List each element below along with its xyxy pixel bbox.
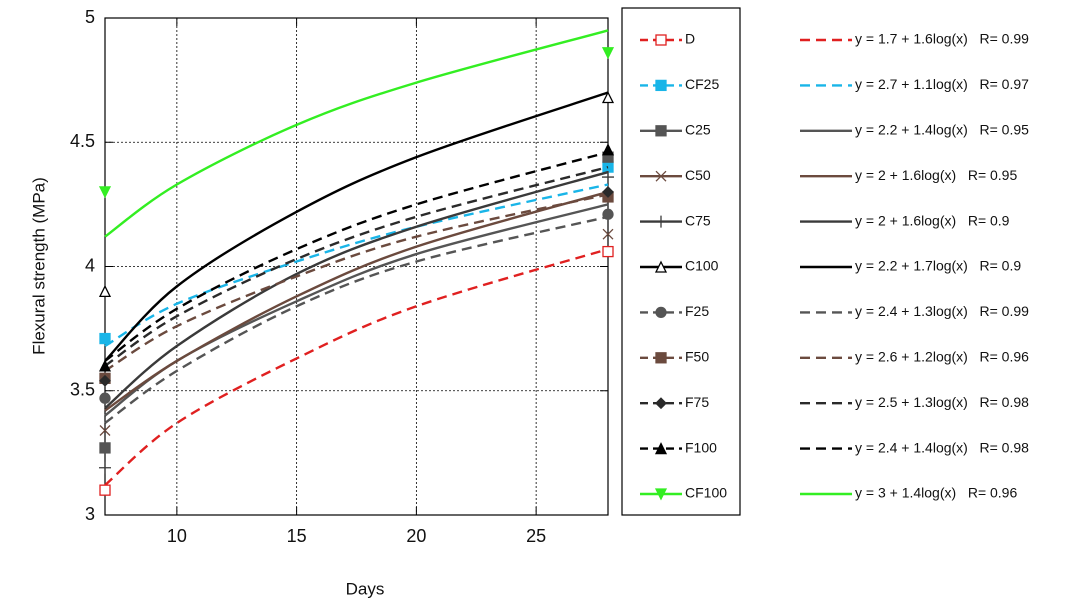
x-tick-label: 15 [287,526,307,546]
fit-line [104,190,609,412]
fit-line [104,193,609,372]
marker [655,397,667,410]
marker [654,442,668,455]
marker [654,488,668,501]
y-tick-label: 4 [85,255,95,275]
fit-equation: y = 2.5 + 1.3log(x) R= 0.98 [855,394,1029,410]
marker [99,442,111,454]
legend-label: C50 [685,167,711,183]
marker [99,392,111,404]
fit-line [104,170,609,410]
marker [655,306,667,319]
legend-label: D [685,31,695,47]
legend-label: F25 [685,303,709,319]
fit-line [104,151,609,362]
marker [98,186,112,199]
legend-box [621,7,741,516]
marker [99,484,111,496]
marker [602,245,614,258]
marker [655,352,667,364]
legend-label: F100 [685,439,717,455]
x-tick-label: 25 [526,526,546,546]
legend-label: C25 [685,122,711,138]
marker [655,125,667,137]
marker [601,143,615,156]
marker [99,425,111,436]
marker [98,284,112,297]
legend-label: C100 [685,258,719,274]
marker [601,47,615,60]
marker [602,186,614,198]
plot-frame [104,17,609,516]
y-tick-label: 4.5 [70,131,95,151]
y-tick-label: 3.5 [70,380,95,400]
fit-line [104,247,609,487]
marker [99,332,111,345]
fit-equation: y = 3 + 1.4log(x) R= 0.96 [855,485,1017,501]
marker [655,79,667,92]
fit-equation: y = 2 + 1.6log(x) R= 0.9 [855,212,1010,228]
legend-label: C75 [685,212,711,228]
legend-label: CF100 [685,485,727,501]
x-axis-title: Days [346,579,385,598]
fit-line [104,91,609,362]
fit-equation: y = 2.2 + 1.4log(x) R= 0.95 [855,122,1029,138]
y-axis-title: Flexural strength (MPa) [29,177,48,355]
fit-line [104,203,609,417]
x-tick-label: 20 [406,526,426,546]
marker [99,374,111,387]
marker [99,461,111,474]
fit-equation: y = 2.4 + 1.4log(x) R= 0.98 [855,439,1029,455]
y-tick-label: 3 [85,504,95,524]
fit-equation: y = 1.7 + 1.6log(x) R= 0.99 [855,31,1029,47]
marker [655,34,667,46]
legend-label: CF25 [685,76,719,92]
fit-line [104,215,609,425]
fit-equation: y = 2.4 + 1.3log(x) R= 0.99 [855,303,1029,319]
marker [602,228,614,240]
fit-line [104,29,609,238]
legend-label: F75 [685,394,709,410]
marker [601,91,615,104]
marker [655,170,667,182]
marker [654,260,668,273]
marker [98,359,112,372]
marker [602,208,614,220]
y-tick-label: 5 [85,7,95,27]
fit-equation: y = 2.6 + 1.2log(x) R= 0.96 [855,349,1029,365]
marker [655,215,667,228]
x-tick-label: 10 [167,526,187,546]
fit-line [104,165,609,367]
fit-line [104,183,609,348]
legend-label: F50 [685,349,709,365]
marker [602,171,614,184]
fit-equation: y = 2 + 1.6log(x) R= 0.95 [855,167,1017,183]
fit-equation: y = 2.7 + 1.1log(x) R= 0.97 [855,76,1029,92]
fit-equation: y = 2.2 + 1.7log(x) R= 0.9 [855,258,1021,274]
